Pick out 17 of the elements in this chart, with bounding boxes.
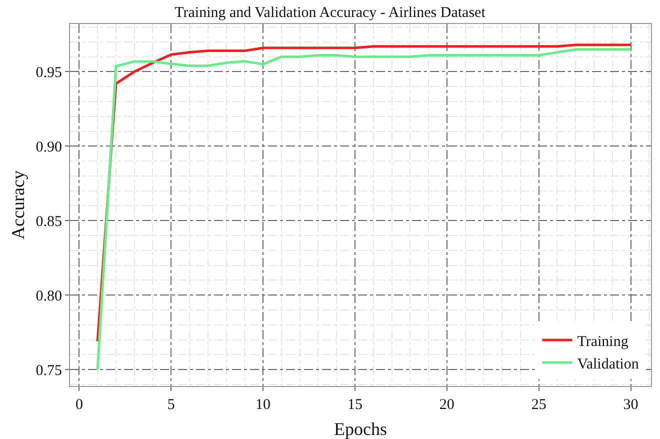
y-tick-label: 0.85 [36, 214, 62, 230]
x-tick-label: 20 [439, 397, 454, 413]
y-tick-label: 0.95 [36, 64, 62, 81]
legend-label: Training [577, 334, 629, 350]
x-tick-label: 15 [347, 397, 362, 413]
x-tick-label: 30 [623, 397, 638, 413]
x-axis-title: Epochs [334, 419, 387, 439]
legend-label: Validation [577, 356, 640, 372]
y-axis-title: Accuracy [8, 170, 28, 240]
y-tick-label: 0.75 [36, 362, 62, 379]
chart-title: Training and Validation Accuracy - Airlines Dataset [174, 5, 486, 22]
x-tick-label: 5 [167, 397, 175, 413]
x-tick-label: 25 [531, 397, 546, 413]
y-tick-label: 0.90 [36, 139, 62, 156]
x-tick-label: 10 [256, 397, 271, 413]
y-tick-label: 0.80 [36, 288, 62, 304]
x-tick-label: 0 [75, 397, 83, 413]
